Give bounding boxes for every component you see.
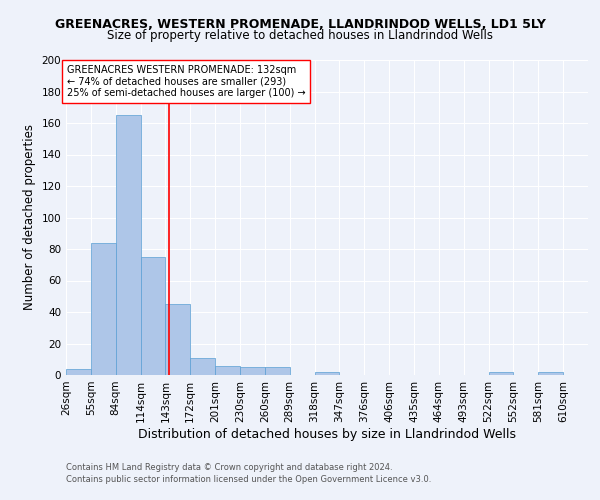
- Text: Contains public sector information licensed under the Open Government Licence v3: Contains public sector information licen…: [66, 475, 431, 484]
- Text: Size of property relative to detached houses in Llandrindod Wells: Size of property relative to detached ho…: [107, 29, 493, 42]
- Text: GREENACRES, WESTERN PROMENADE, LLANDRINDOD WELLS, LD1 5LY: GREENACRES, WESTERN PROMENADE, LLANDRIND…: [55, 18, 545, 30]
- Bar: [538, 372, 563, 375]
- Bar: [140, 257, 166, 375]
- Bar: [116, 115, 140, 375]
- Bar: [91, 242, 116, 375]
- X-axis label: Distribution of detached houses by size in Llandrindod Wells: Distribution of detached houses by size …: [138, 428, 516, 440]
- Bar: [265, 367, 290, 375]
- Y-axis label: Number of detached properties: Number of detached properties: [23, 124, 36, 310]
- Bar: [314, 372, 340, 375]
- Bar: [166, 304, 190, 375]
- Text: Contains HM Land Registry data © Crown copyright and database right 2024.: Contains HM Land Registry data © Crown c…: [66, 464, 392, 472]
- Bar: [240, 367, 265, 375]
- Bar: [215, 366, 240, 375]
- Bar: [66, 368, 91, 375]
- Bar: [488, 372, 514, 375]
- Bar: [190, 358, 215, 375]
- Text: GREENACRES WESTERN PROMENADE: 132sqm
← 74% of detached houses are smaller (293)
: GREENACRES WESTERN PROMENADE: 132sqm ← 7…: [67, 64, 305, 98]
